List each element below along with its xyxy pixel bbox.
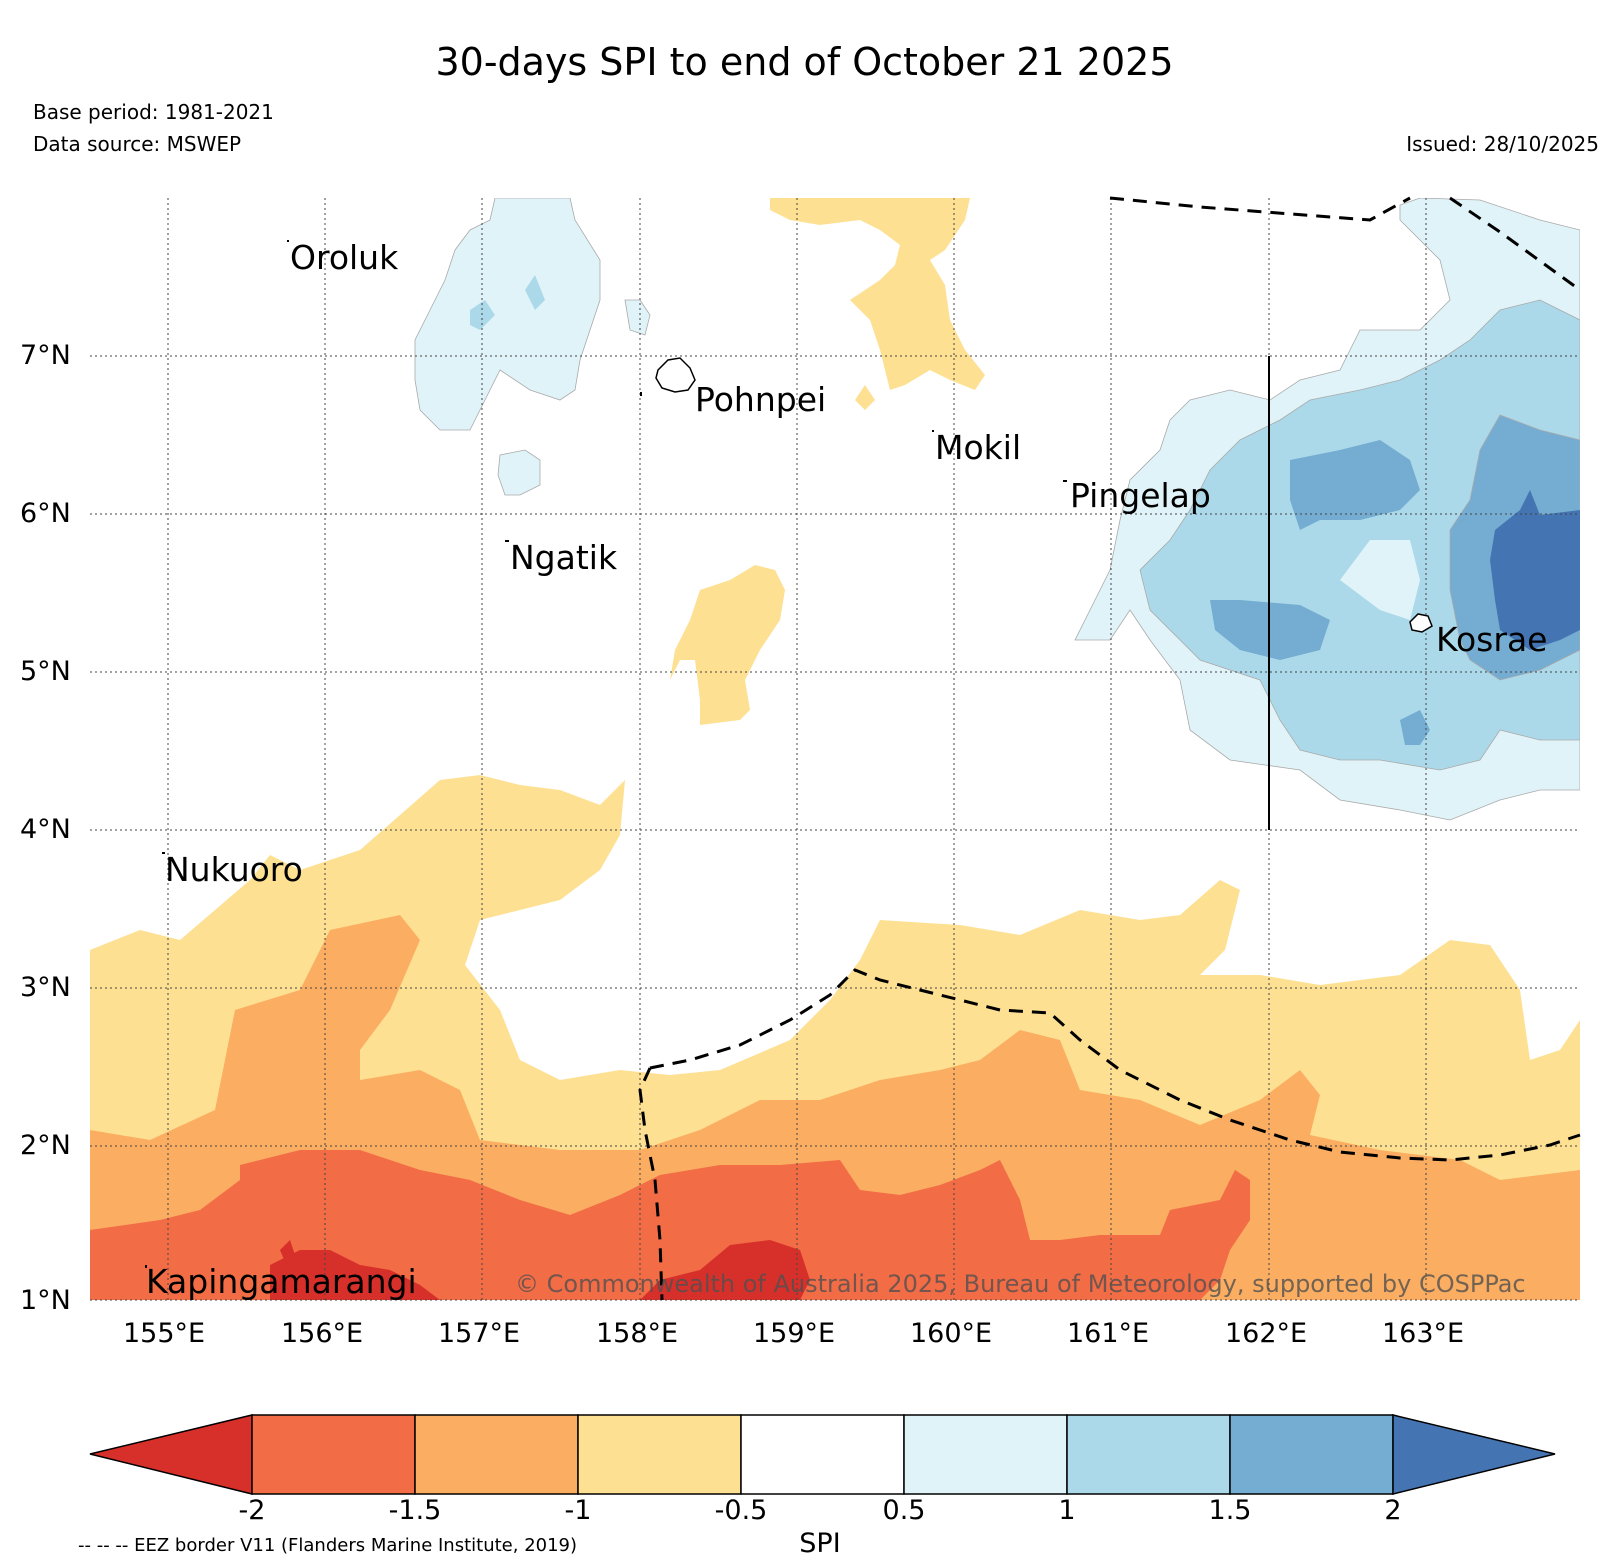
spi-field	[90, 198, 1580, 1300]
lon-label: 157°E	[438, 1318, 521, 1349]
eez-note: -- -- -- EEZ border V11 (Flanders Marine…	[78, 1535, 578, 1556]
lat-label: 4°N	[20, 814, 71, 845]
wet-patch-northwest	[414, 198, 601, 431]
colorbar-tick: 0.5	[882, 1495, 926, 1526]
issued-date: Issued: 28/10/2025	[1406, 132, 1599, 156]
spi-band-minus-2-c	[280, 1240, 295, 1262]
colorbar-tick: -1	[564, 1495, 592, 1526]
label-mokil: Mokil	[935, 428, 1022, 467]
lon-label: 158°E	[596, 1318, 679, 1349]
colorbar-tick: 1	[1058, 1495, 1076, 1526]
colorbar-swatch	[577, 1414, 742, 1495]
wet-hole	[1340, 540, 1420, 620]
label-kosrae: Kosrae	[1436, 620, 1548, 659]
page-title: 30-days SPI to end of October 21 2025	[435, 40, 1174, 84]
dry-patch-small	[855, 385, 875, 410]
label-pingelap: Pingelap	[1070, 476, 1211, 515]
dry-patch-north	[770, 198, 985, 390]
lat-label: 1°N	[20, 1285, 71, 1316]
copyright-notice: © Commonwealth of Australia 2025, Bureau…	[515, 1270, 1526, 1298]
lat-label: 5°N	[20, 656, 71, 687]
data-source: Data source: MSWEP	[33, 132, 242, 156]
lon-label: 161°E	[1067, 1318, 1150, 1349]
atoll-markers	[145, 240, 1067, 1268]
spi-band-minus-1.5	[90, 1150, 1250, 1300]
kosrae-island-shape	[1409, 613, 1433, 633]
spi-band-minus-2-b	[640, 1240, 810, 1300]
colorbar-tick: 2	[1384, 1495, 1402, 1526]
colorbar-extend-low	[89, 1414, 253, 1495]
label-nukuoro: Nukuoro	[165, 850, 303, 889]
colorbar-swatch	[903, 1414, 1068, 1495]
label-kapingamarangi: Kapingamarangi	[146, 1262, 417, 1301]
eez-borders	[638, 196, 1581, 1301]
lat-label: 6°N	[20, 498, 71, 529]
wet-band-2	[1490, 490, 1580, 650]
lon-label: 159°E	[753, 1318, 836, 1349]
wet-patch-west-small	[497, 449, 541, 496]
colorbar-swatch	[740, 1414, 905, 1495]
lon-label: 156°E	[281, 1318, 364, 1349]
wet-patch-tiny	[624, 299, 651, 336]
dry-patch-central	[670, 565, 785, 725]
pohnpei-island-shape	[655, 357, 696, 393]
lon-label: 163°E	[1382, 1318, 1465, 1349]
colorbar-swatch	[414, 1414, 579, 1495]
colorbar-tick: -2	[238, 1495, 266, 1526]
colorbar-swatch	[251, 1414, 416, 1495]
colorbar-tick: -1.5	[388, 1495, 442, 1526]
lat-label: 2°N	[20, 1130, 71, 1161]
lon-label: 160°E	[910, 1318, 993, 1349]
colorbar	[89, 1414, 1556, 1495]
wet-band-1.5-b	[1290, 440, 1420, 530]
base-period: Base period: 1981-2021	[33, 100, 274, 124]
lat-label: 3°N	[20, 972, 71, 1003]
wet-inner-b	[525, 275, 545, 310]
colorbar-swatch	[1229, 1414, 1394, 1495]
colorbar-swatch	[1066, 1414, 1231, 1495]
colorbar-label: SPI	[799, 1528, 841, 1559]
label-ngatik: Ngatik	[510, 538, 618, 577]
lat-label: 7°N	[20, 340, 71, 371]
spi-band-minus-2-a	[270, 1250, 440, 1300]
wet-band-1.5-d	[1400, 710, 1430, 745]
lon-label: 155°E	[123, 1318, 206, 1349]
label-pohnpei: Pohnpei	[695, 380, 827, 419]
colorbar-tick: -0.5	[714, 1495, 768, 1526]
label-oroluk: Oroluk	[290, 238, 399, 277]
colorbar-extend-high	[1392, 1414, 1556, 1495]
lon-label: 162°E	[1225, 1318, 1308, 1349]
colorbar-tick: 1.5	[1208, 1495, 1252, 1526]
